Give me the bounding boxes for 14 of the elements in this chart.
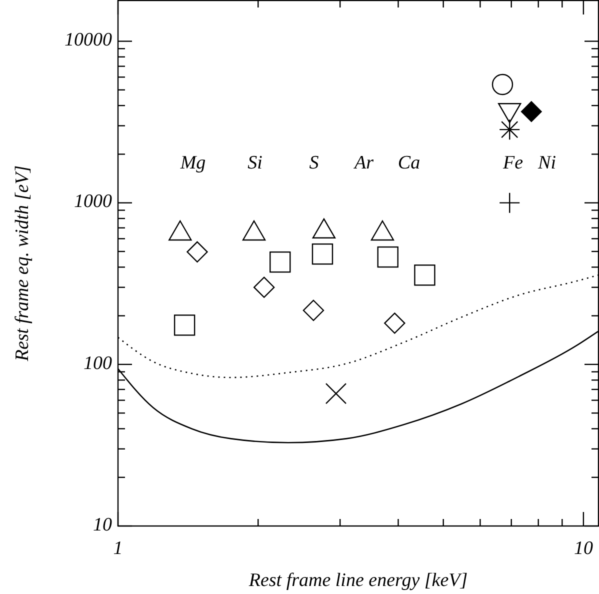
- x-tick-label: 1: [113, 538, 123, 559]
- x-axis-title: Rest frame line energy [keV]: [248, 570, 468, 591]
- annotation: Si: [248, 152, 262, 174]
- y-tick-label: 1000: [74, 191, 112, 212]
- annotation: Ni: [537, 152, 556, 174]
- y-tick-label: 100: [84, 352, 112, 374]
- annotation: Fe: [502, 152, 524, 174]
- y-tick-label: 10: [93, 514, 112, 536]
- y-axis-title: Rest frame eq. width [eV]: [12, 165, 33, 362]
- annotation: Ca: [398, 152, 420, 174]
- y-tick-label: 10000: [64, 30, 112, 51]
- annotation: Mg: [179, 152, 206, 174]
- annotation: Ar: [352, 152, 374, 174]
- annotation: S: [309, 152, 320, 174]
